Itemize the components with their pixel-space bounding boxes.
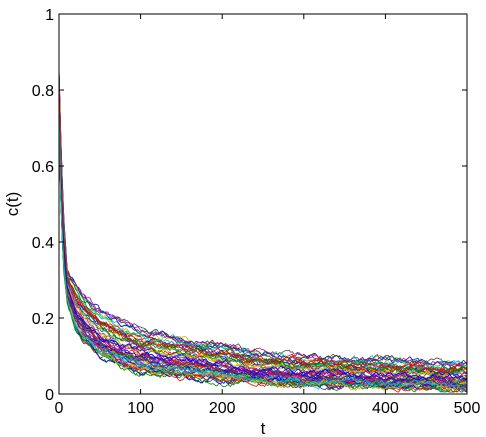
series-layer xyxy=(58,67,468,393)
series-line-55 xyxy=(58,98,468,386)
y-tick-label: 0.2 xyxy=(32,311,54,328)
plot-area xyxy=(58,13,468,395)
x-axis-label: t xyxy=(261,419,266,437)
y-tick-label: 1 xyxy=(45,7,54,24)
plot-background xyxy=(59,14,467,394)
x-tick-label: 200 xyxy=(209,400,236,417)
x-tick-label: 300 xyxy=(290,400,317,417)
x-tick-label: 400 xyxy=(372,400,399,417)
x-tick-label: 100 xyxy=(127,400,154,417)
y-tick-label: 0 xyxy=(45,387,54,404)
y-axis-ticks: 0 0.2 0.4 0.6 0.8 1 xyxy=(32,7,467,404)
series-line-56 xyxy=(58,89,468,382)
plot-frame xyxy=(58,13,468,395)
y-tick-label: 0.4 xyxy=(32,235,54,252)
x-tick-label: 0 xyxy=(55,400,64,417)
y-tick-label: 0.6 xyxy=(32,159,54,176)
series-line-41 xyxy=(58,69,468,371)
series-line-44 xyxy=(58,93,468,384)
x-tick-label: 500 xyxy=(454,400,481,417)
series-line-34 xyxy=(58,68,468,369)
x-axis-ticks: 0 100 200 300 400 500 xyxy=(55,14,481,417)
series-line-54 xyxy=(58,105,468,392)
series-line-50 xyxy=(58,108,468,393)
series-line-58 xyxy=(58,77,468,373)
y-tick-label: 0.8 xyxy=(32,83,54,100)
y-axis-label: c(t) xyxy=(3,192,22,217)
series-line-59 xyxy=(58,102,468,390)
